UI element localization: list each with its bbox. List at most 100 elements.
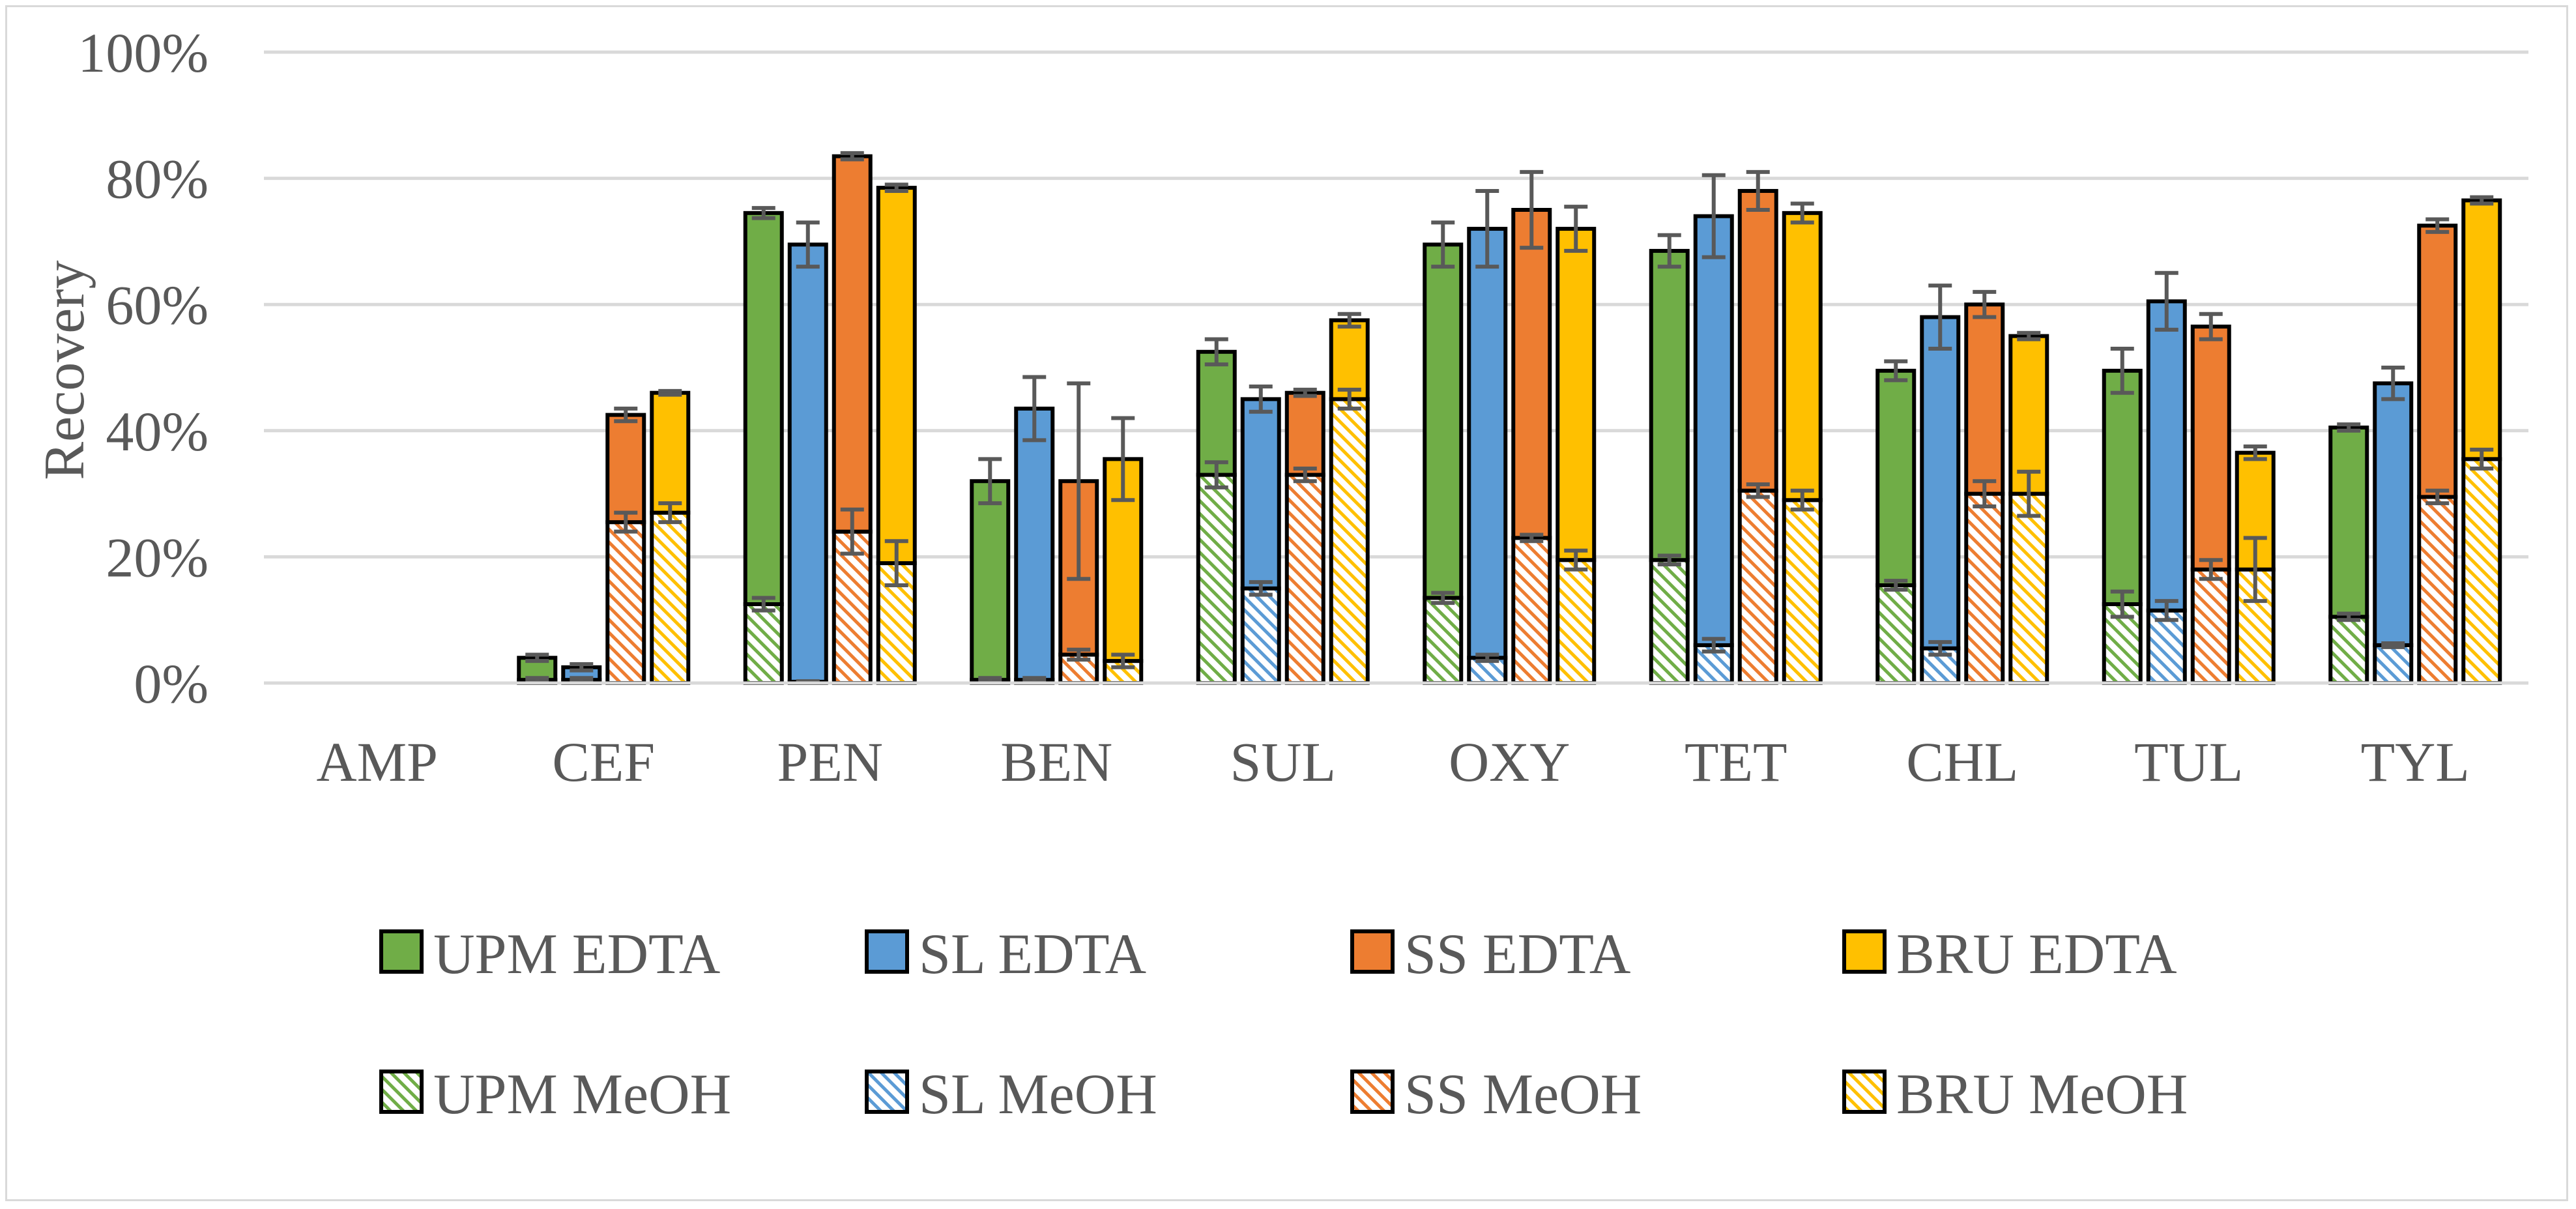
- bar-segment-meoh: [650, 510, 691, 685]
- error-bar: [1337, 387, 1361, 411]
- bar-upm-chl: [1875, 359, 1917, 686]
- bar-upm-pen: [743, 206, 784, 685]
- bar-segment-edta: [1556, 227, 1597, 562]
- error-bar: [751, 206, 775, 220]
- legend-swatch: [1350, 1070, 1395, 1114]
- error-bar: [570, 662, 594, 673]
- bar-segment-edta: [2008, 334, 2049, 496]
- error-bar: [1431, 590, 1455, 605]
- error-bar: [2243, 536, 2267, 604]
- bar-segment-meoh: [1423, 596, 1464, 685]
- error-bar: [1337, 312, 1361, 329]
- y-axis-label: Recovery: [33, 260, 96, 480]
- error-bar: [2470, 195, 2494, 206]
- legend-item-upm-meoh: UPM MeOH: [379, 1063, 731, 1126]
- error-bar: [1657, 233, 1681, 269]
- error-bar: [840, 151, 864, 162]
- legend-label: UPM EDTA: [433, 923, 720, 986]
- bar-segment-edta: [1467, 227, 1508, 660]
- error-bar: [1067, 647, 1091, 662]
- bar-bru-tul: [2235, 444, 2276, 686]
- bar-ss-cef: [605, 406, 646, 685]
- legend-label: SS MeOH: [1404, 1063, 1642, 1126]
- bar-ss-tet: [1737, 169, 1778, 685]
- error-bar: [1475, 188, 1499, 269]
- bar-segment-meoh: [743, 602, 784, 685]
- bar-segment-edta: [2146, 299, 2187, 613]
- error-bar: [1701, 173, 1726, 259]
- bar-segment-meoh: [2417, 495, 2458, 685]
- y-tick-label: 80%: [106, 148, 209, 211]
- error-bar: [1249, 580, 1273, 597]
- legend: UPM EDTA UPM MeOH SL EDTA SL MeOH SS EDTA SS …: [379, 923, 2188, 1126]
- legend-swatch: [1350, 929, 1395, 974]
- legend-swatch: [865, 1070, 909, 1114]
- bar-segment-edta: [787, 242, 828, 684]
- error-bar: [1293, 387, 1317, 398]
- error-bar: [2243, 444, 2267, 461]
- bar-segment-edta: [2461, 198, 2502, 461]
- error-bar: [1111, 416, 1135, 503]
- error-bar: [1884, 359, 1908, 383]
- bar-segment-edta: [2102, 368, 2143, 607]
- error-bar: [1293, 466, 1317, 484]
- error-bar: [525, 652, 549, 663]
- legend-item-ss-meoh: SS MeOH: [1350, 1063, 1642, 1126]
- legend-label: BRU MeOH: [1896, 1063, 2188, 1126]
- bar-upm-tyl: [2328, 422, 2369, 685]
- bar-sl-tul: [2146, 270, 2187, 685]
- legend-label: UPM MeOH: [433, 1063, 731, 1126]
- x-axis-ticks: AMP CEF PEN BEN SUL OXY TET CHL TUL TYL: [317, 731, 2470, 793]
- error-bar: [1475, 652, 1499, 663]
- legend-swatch: [1842, 929, 1887, 974]
- error-bar: [1657, 553, 1681, 567]
- bar-sl-tet: [1693, 173, 1734, 685]
- bar-sl-chl: [1920, 284, 1961, 686]
- error-bar: [1564, 205, 1588, 253]
- error-bar: [2110, 346, 2134, 395]
- bar-segment-edta: [1920, 315, 1961, 650]
- bar-segment-meoh: [605, 520, 646, 685]
- error-bar: [2199, 312, 2223, 342]
- bar-segment-edta: [1329, 318, 1370, 401]
- error-bar: [1249, 385, 1273, 414]
- bar-sl-ben: [1014, 375, 1055, 686]
- bar-segment-meoh: [1196, 473, 1237, 685]
- bar-segment-meoh: [1329, 397, 1370, 686]
- error-bar: [978, 457, 1002, 506]
- error-bar: [525, 676, 549, 684]
- legend-item-ss-edta: SS EDTA: [1350, 923, 1630, 986]
- error-bar: [1520, 169, 1544, 250]
- bar-sl-cef: [561, 662, 602, 686]
- error-bar: [796, 220, 820, 269]
- bar-segment-meoh: [1964, 491, 2005, 685]
- bar-segment-meoh: [1556, 558, 1597, 685]
- legend-swatch: [379, 929, 424, 974]
- y-axis-ticks: 0% 20% 40% 60% 80% 100%: [78, 22, 209, 715]
- bar-segment-meoh: [2373, 643, 2414, 685]
- error-bar: [2470, 447, 2494, 471]
- bar-segment-edta: [605, 413, 646, 525]
- error-bar: [1973, 289, 1997, 319]
- bar-segment-meoh: [2008, 491, 2049, 685]
- x-tick-label: TET: [1685, 731, 1787, 793]
- x-tick-label: CHL: [1906, 731, 2018, 793]
- error-bar: [2381, 366, 2405, 401]
- bar-sl-sul: [1240, 385, 1281, 685]
- bar-ss-oxy: [1511, 169, 1552, 685]
- legend-item-sl-edta: SL EDTA: [865, 923, 1146, 986]
- error-bar: [658, 388, 682, 397]
- bar-segment-edta: [1693, 214, 1734, 647]
- x-tick-label: TUL: [2134, 731, 2243, 793]
- bar-bru-ben: [1103, 416, 1144, 685]
- bar-segment-meoh: [1782, 498, 1823, 686]
- bar-segment-edta: [2328, 425, 2369, 619]
- bar-segment-edta: [1284, 390, 1325, 477]
- x-tick-label: AMP: [317, 731, 438, 793]
- error-bar: [1204, 460, 1228, 489]
- error-bar: [1431, 220, 1455, 269]
- x-tick-label: SUL: [1230, 731, 1336, 793]
- bar-segment-edta: [1196, 349, 1237, 477]
- error-bar: [2425, 488, 2450, 506]
